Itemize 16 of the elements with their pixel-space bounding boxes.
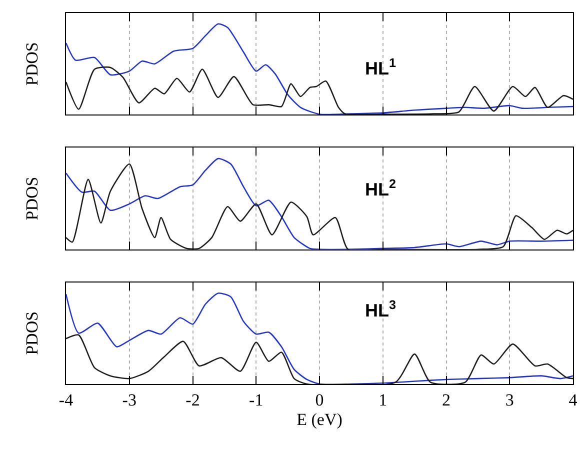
x-axis-title: E (eV): [296, 410, 342, 429]
x-tick-label: 3: [505, 390, 514, 410]
annotation: HL$^{1}$: [365, 56, 396, 79]
y-axis-title: PDOS: [22, 42, 42, 86]
annotation: HL$^{2}$: [365, 177, 396, 200]
x-tick-label: -2: [186, 390, 200, 410]
annotation: HL$^{3}$: [365, 298, 396, 321]
x-tick-label: 1: [378, 390, 388, 410]
x-tick-label: 0: [315, 390, 324, 410]
y-axis-title: PDOS: [22, 176, 42, 220]
x-tick-label: -3: [122, 390, 136, 410]
x-tick-label: 2: [442, 390, 450, 410]
y-axis-title: PDOS: [22, 311, 42, 355]
x-tick-label: -1: [249, 390, 264, 410]
x-tick-label: -4: [58, 390, 74, 410]
x-tick-label: 4: [568, 390, 578, 410]
